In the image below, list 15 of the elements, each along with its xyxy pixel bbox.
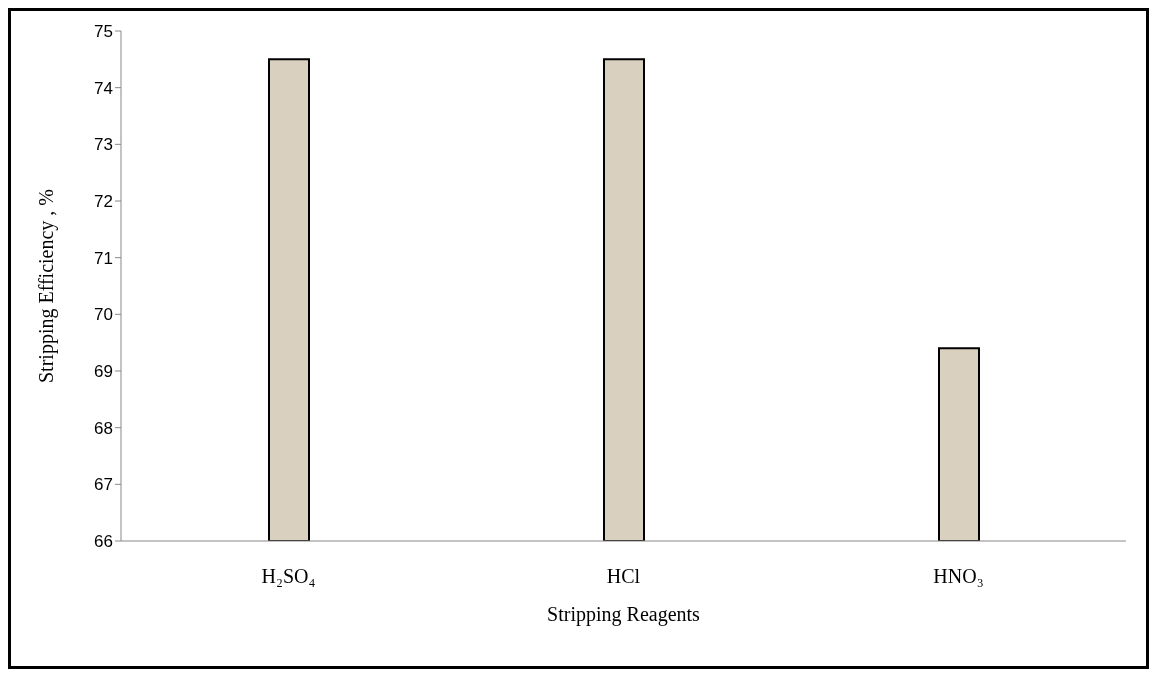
y-tick-label: 75 (94, 22, 113, 42)
y-tick-label: 70 (94, 305, 113, 325)
x-tick-label: H₂SO₄ (261, 565, 316, 588)
y-tick-label: 68 (94, 418, 113, 438)
y-axis-title: Stripping Efficiency , % (35, 188, 59, 384)
y-tick-label: 66 (94, 532, 113, 552)
y-tick-label: 71 (94, 248, 113, 268)
y-tick-label: 74 (94, 78, 113, 98)
y-tick-label: 69 (94, 362, 113, 382)
x-axis-title: Stripping Reagents (547, 603, 701, 626)
y-tick-label: 67 (94, 475, 113, 495)
y-tick-label: 73 (94, 135, 113, 155)
x-tick-label: HCl (606, 565, 641, 588)
x-tick-label: HNO₃ (933, 565, 984, 588)
y-tick-label: 72 (94, 192, 113, 212)
